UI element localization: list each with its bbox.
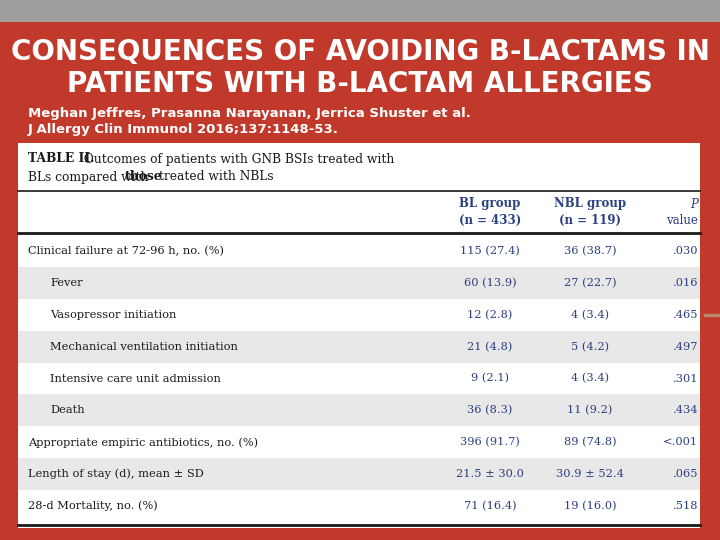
Text: .016: .016 xyxy=(672,278,698,288)
Text: 21 (4.8): 21 (4.8) xyxy=(467,341,513,352)
Text: BL group: BL group xyxy=(459,198,521,211)
Text: .497: .497 xyxy=(672,342,698,352)
Text: 60 (13.9): 60 (13.9) xyxy=(464,278,516,288)
Text: .434: .434 xyxy=(672,406,698,415)
Bar xyxy=(18,267,700,299)
Text: P: P xyxy=(690,198,698,211)
Text: treated with NBLs: treated with NBLs xyxy=(155,171,274,184)
Text: .030: .030 xyxy=(672,246,698,256)
Text: .301: .301 xyxy=(672,374,698,383)
Bar xyxy=(18,143,700,528)
Text: PATIENTS WITH B-LACTAM ALLERGIES: PATIENTS WITH B-LACTAM ALLERGIES xyxy=(67,70,653,98)
Text: 4 (3.4): 4 (3.4) xyxy=(571,373,609,383)
Text: 28-d Mortality, no. (%): 28-d Mortality, no. (%) xyxy=(28,501,158,511)
Text: NBL group: NBL group xyxy=(554,198,626,211)
Bar xyxy=(18,394,700,427)
Text: Intensive care unit admission: Intensive care unit admission xyxy=(50,374,221,383)
Text: 71 (16.4): 71 (16.4) xyxy=(464,501,516,511)
Bar xyxy=(18,330,700,362)
Text: .518: .518 xyxy=(672,501,698,511)
Text: 396 (91.7): 396 (91.7) xyxy=(460,437,520,448)
Text: 9 (2.1): 9 (2.1) xyxy=(471,373,509,383)
Text: 5 (4.2): 5 (4.2) xyxy=(571,341,609,352)
Text: Death: Death xyxy=(50,406,85,415)
Text: J Allergy Clin Immunol 2016;137:1148-53.: J Allergy Clin Immunol 2016;137:1148-53. xyxy=(28,124,339,137)
Text: 36 (8.3): 36 (8.3) xyxy=(467,405,513,416)
Text: those: those xyxy=(125,171,163,184)
Text: Vasopressor initiation: Vasopressor initiation xyxy=(50,310,176,320)
Text: 89 (74.8): 89 (74.8) xyxy=(564,437,616,448)
Text: 21.5 ± 30.0: 21.5 ± 30.0 xyxy=(456,469,524,479)
Text: 19 (16.0): 19 (16.0) xyxy=(564,501,616,511)
Text: 30.9 ± 52.4: 30.9 ± 52.4 xyxy=(556,469,624,479)
Text: (n = 433): (n = 433) xyxy=(459,213,521,226)
Bar xyxy=(0,0,720,22)
Text: .065: .065 xyxy=(672,469,698,479)
Text: Appropriate empiric antibiotics, no. (%): Appropriate empiric antibiotics, no. (%) xyxy=(28,437,258,448)
Text: CONSEQUENCES OF AVOIDING B-LACTAMS IN: CONSEQUENCES OF AVOIDING B-LACTAMS IN xyxy=(11,38,709,66)
Text: 4 (3.4): 4 (3.4) xyxy=(571,309,609,320)
Bar xyxy=(18,458,700,490)
Text: 115 (27.4): 115 (27.4) xyxy=(460,246,520,256)
Text: Mechanical ventilation initiation: Mechanical ventilation initiation xyxy=(50,342,238,352)
Text: Outcomes of patients with GNB BSIs treated with: Outcomes of patients with GNB BSIs treat… xyxy=(80,152,395,165)
Text: .465: .465 xyxy=(672,310,698,320)
Text: 12 (2.8): 12 (2.8) xyxy=(467,309,513,320)
Text: <.001: <.001 xyxy=(663,437,698,447)
Text: Length of stay (d), mean ± SD: Length of stay (d), mean ± SD xyxy=(28,469,204,480)
Text: Fever: Fever xyxy=(50,278,83,288)
Text: (n = 119): (n = 119) xyxy=(559,213,621,226)
Text: 36 (38.7): 36 (38.7) xyxy=(564,246,616,256)
Text: BLs compared with: BLs compared with xyxy=(28,171,153,184)
Text: 11 (9.2): 11 (9.2) xyxy=(567,405,613,416)
Text: 27 (22.7): 27 (22.7) xyxy=(564,278,616,288)
Text: TABLE II.: TABLE II. xyxy=(28,152,94,165)
Text: Meghan Jeffres, Prasanna Narayanan, Jerrica Shuster et al.: Meghan Jeffres, Prasanna Narayanan, Jerr… xyxy=(28,107,471,120)
Text: Clinical failure at 72-96 h, no. (%): Clinical failure at 72-96 h, no. (%) xyxy=(28,246,224,256)
Text: value: value xyxy=(666,213,698,226)
